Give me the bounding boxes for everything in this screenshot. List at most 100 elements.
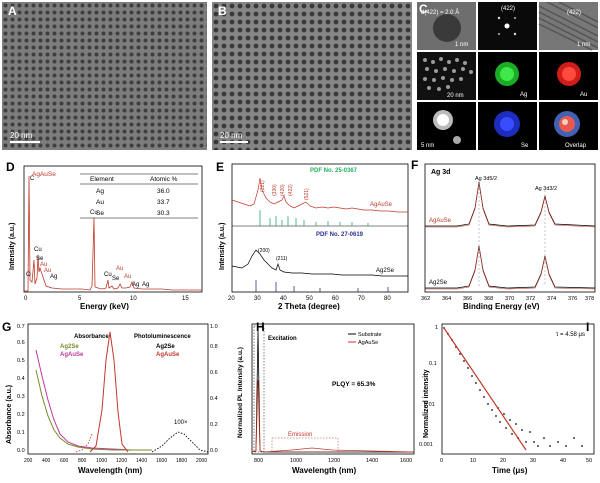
x-tick: 400: [42, 458, 51, 464]
peak-330: (330): [272, 184, 278, 196]
y-tick: 0.1: [17, 430, 25, 436]
x-tick: 364: [442, 296, 451, 302]
x-tick: 10: [470, 458, 476, 464]
x-axis-label-h: Wavelength (nm): [292, 466, 356, 475]
panel-label-f: F: [411, 158, 419, 172]
pl-title: Photoluminescence: [134, 334, 191, 340]
y-axis-label-d: Intensity (a.u.): [9, 223, 16, 270]
plqy-label: PLQY = 65.3%: [332, 381, 376, 388]
panel-i: τ = 4.58 μs 1 0.1 0.01 0.001 0 10 20 30 …: [418, 320, 598, 478]
legend-agause-h: AgAuSe: [358, 340, 378, 346]
panel-label-e: E: [216, 160, 225, 174]
panel-label-c: C: [419, 2, 428, 16]
label-agause-f: AgAuSe: [429, 218, 452, 224]
x-tick: 378: [585, 296, 594, 302]
x-tick: 366: [463, 296, 472, 302]
panel-label-b: B: [218, 4, 227, 18]
label-ag2se-e: Ag2Se: [376, 268, 395, 274]
y-axis-label-h: Normalized PL Intensity (a.u.): [237, 347, 244, 438]
scale-20nm: 20 nm: [447, 93, 464, 99]
panel-label-a: A: [8, 4, 17, 18]
xrd-pattern: PDF No. 25-0367 (321) (330) (420) (422) …: [219, 163, 409, 311]
x-tick: 30: [530, 458, 536, 464]
abs-ag2se: [35, 369, 152, 451]
substrate-trace: [251, 329, 414, 453]
pdf-bottom: PDF No. 27-0619: [316, 232, 364, 238]
table-cell: 36.0: [157, 188, 170, 195]
x-tick: 800: [254, 458, 263, 464]
panel-e: PDF No. 25-0367 (321) (330) (420) (422) …: [212, 160, 412, 311]
eds-spectrum: C O Cu Se Au Au Ag Cu Cu Au Se Au Ag Ag …: [9, 165, 203, 311]
lattice-label: (422): [567, 10, 581, 16]
nanoparticle-dots-a: 20 nm: [2, 2, 207, 150]
absorbance-pl-plot: Absorbance Photoluminescence Ag2Se AgAuS…: [6, 323, 218, 475]
x-tick: 70: [358, 296, 365, 302]
x-tick: 372: [526, 296, 535, 302]
y-tick: 0.1: [429, 361, 437, 367]
legend-pl-agause: AgAuSe: [156, 352, 180, 358]
y2-tick: 1.0: [210, 324, 218, 330]
legend-pl-ag2se: Ag2Se: [156, 344, 175, 350]
agause-trace-h: [251, 379, 415, 453]
peak-au-4: Au: [124, 274, 131, 280]
pdf-top: PDF No. 25-0367: [310, 168, 358, 174]
peak-200: (200): [258, 248, 270, 254]
peak-o: O: [26, 272, 31, 278]
x-tick: 80: [384, 296, 391, 302]
y-tick: 0.01: [424, 402, 435, 408]
y-axis-label-g: Absorbance (a.u.): [6, 385, 13, 444]
x-axis-label-i: Time (μs): [492, 466, 528, 475]
y-tick: 0.2: [17, 412, 25, 418]
y-tick: 0.0: [17, 448, 25, 454]
x-tick: 0: [440, 458, 443, 464]
legend-abs-agause: AgAuSe: [60, 352, 84, 358]
peak-se-2: Se: [112, 276, 120, 282]
scale-5nm: 5 nm: [421, 143, 434, 149]
x-tick: 5: [78, 296, 82, 302]
x-axis-label-g: Wavelength (nm): [78, 466, 142, 475]
y-tick: 0.5: [17, 358, 25, 364]
panel-f: Ag 3d Ag 3d5/2 Ag 3d3/2 AgAuSe Ag2Se 362…: [411, 158, 598, 311]
peak-ag-2: Ag: [132, 282, 139, 288]
decay-points: [443, 327, 583, 447]
panel-label-d: D: [6, 160, 15, 174]
x-tick: 800: [78, 458, 87, 464]
y-axis-label-e: Intensity (a.u.): [219, 223, 226, 270]
peak-au-1: Au: [40, 262, 47, 268]
y-axis-label-i: Normalized intensity: [423, 369, 430, 438]
excitation-label: Excitation: [268, 336, 297, 342]
peak-211: (211): [276, 256, 288, 262]
x-tick: 50: [586, 458, 592, 464]
y2-tick: 0.4: [210, 396, 218, 402]
peak-cu-1: Cu: [34, 247, 42, 253]
x-tick: 600: [60, 458, 69, 464]
table-cell: 33.7: [157, 199, 170, 206]
peak-422: (422): [288, 184, 294, 196]
map-label-ag: Ag: [520, 92, 527, 98]
y-tick: 1: [435, 325, 438, 331]
annotation-100x: 100×: [174, 420, 188, 426]
map-label-au: Au: [580, 92, 587, 98]
map-label-overlap: Overlap: [565, 143, 587, 149]
y-tick: 0.6: [17, 340, 25, 346]
xps-spectrum: Ag 3d Ag 3d5/2 Ag 3d3/2 AgAuSe Ag2Se 362…: [421, 163, 596, 311]
x-tick: 1400: [366, 458, 378, 464]
label-agause-e: AgAuSe: [370, 202, 393, 208]
peak-se-1: Se: [36, 256, 44, 262]
x-axis-label-f: Binding Energy (eV): [463, 302, 540, 310]
xps-ag2se-data: [425, 246, 596, 290]
peak-c: C: [30, 176, 35, 182]
scale-1nm-b: 1 nm: [577, 42, 590, 48]
peak-ag-3: Ag: [142, 282, 149, 288]
xps-title: Ag 3d: [431, 169, 450, 176]
tem-image-b: 20 nm B: [212, 2, 412, 150]
legend-abs-ag2se: Ag2Se: [60, 344, 79, 350]
x-tick: 15: [182, 296, 189, 302]
fft-label: (422): [501, 6, 515, 12]
y-tick: 0.4: [17, 376, 25, 382]
x-tick: 2000: [196, 458, 207, 464]
d-spacing-label: d(422) = 2.0 Å: [421, 9, 459, 16]
x-tick: 1200: [328, 458, 340, 464]
x-tick: 0: [24, 296, 28, 302]
x-tick: 40: [280, 296, 287, 302]
